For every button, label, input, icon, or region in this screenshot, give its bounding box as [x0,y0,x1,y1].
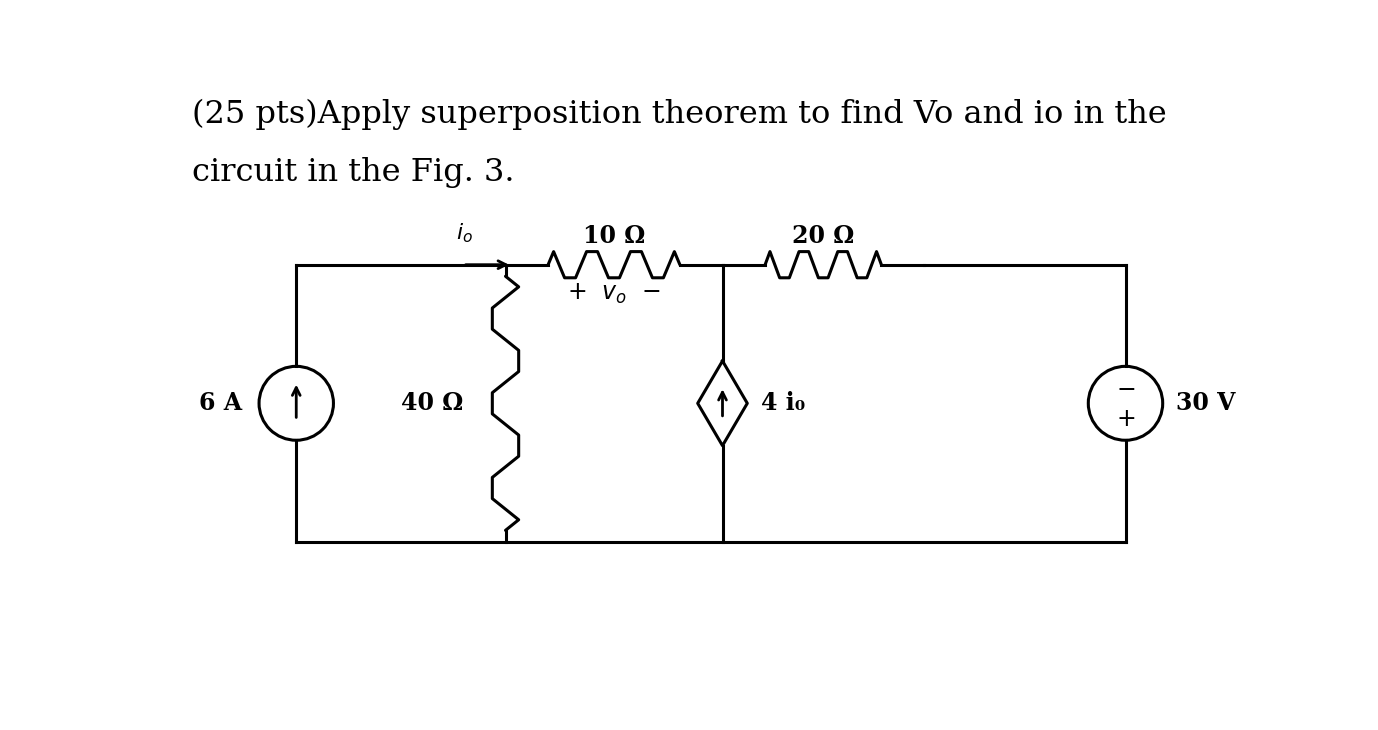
Text: 6 A: 6 A [198,391,243,415]
Text: (25 pts)Apply superposition theorem to find Vo and io in the: (25 pts)Apply superposition theorem to f… [192,99,1166,131]
Text: $-$: $-$ [1116,376,1135,400]
Text: $+$  $v_o$  $-$: $+$ $v_o$ $-$ [566,282,661,306]
Text: 10 Ω: 10 Ω [583,224,645,247]
Text: 30 V: 30 V [1175,391,1235,415]
Text: 4 i₀: 4 i₀ [761,391,805,415]
Text: 40 Ω: 40 Ω [401,391,463,415]
Text: circuit in the Fig. 3.: circuit in the Fig. 3. [192,157,514,188]
Text: 20 Ω: 20 Ω [792,224,854,247]
Text: $i_o$: $i_o$ [456,222,473,245]
Text: $+$: $+$ [1116,407,1135,431]
